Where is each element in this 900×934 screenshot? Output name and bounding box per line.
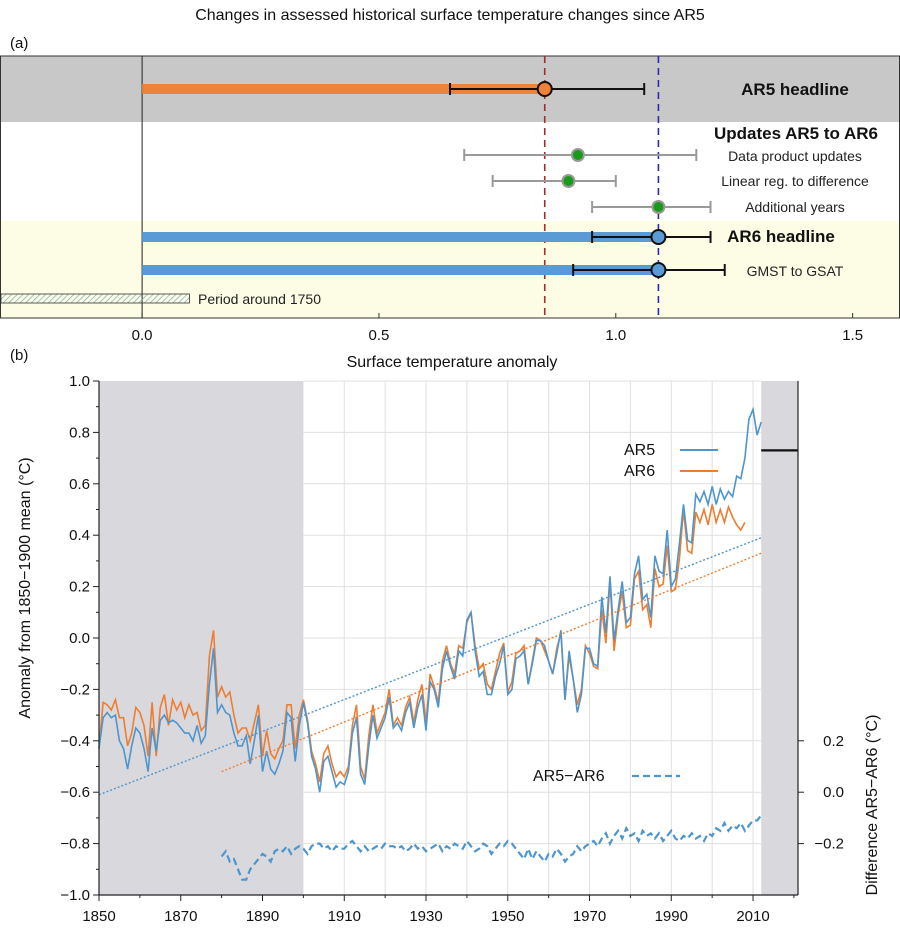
y2-axis-label: Difference AR5−AR6 (°C) — [864, 715, 881, 896]
panel-b-chart: 1.0 0.8 0.6 0.4 0.2 0.0 −0.2 −0.4 −0.6 −0.8 −1.0 0.… — [17, 373, 881, 925]
series-line-ar5 — [98, 406, 762, 793]
ytick-label-6: −0.2 — [60, 681, 90, 698]
headline-bar-4 — [142, 232, 659, 242]
xtick-label-6: 1970 — [573, 908, 606, 925]
ytick-label-2: 0.6 — [69, 476, 90, 493]
panel-a-xtick-label-1: 0.5 — [369, 327, 390, 344]
legend-label-ar5: AR5 — [624, 442, 655, 459]
panel-a-xtick-label-0: 0.0 — [132, 327, 153, 344]
xtick-label-2: 1890 — [246, 908, 279, 925]
difference-label: AR5−AR6 — [533, 768, 605, 785]
y2tick-label-2: −0.2 — [814, 836, 844, 853]
panel-a-xtick-label-2: 1.0 — [605, 327, 626, 344]
y2tick-label-0: 0.2 — [823, 733, 844, 750]
ytick-label-7: −0.4 — [60, 733, 90, 750]
panel-a-chart: Period around 1750 AR5 headline Updates AR… — [0, 55, 900, 371]
update-label-linear-reg: Linear reg. to difference — [721, 173, 869, 189]
ytick-label-5: 0.0 — [69, 630, 90, 647]
update-point-3 — [651, 200, 666, 214]
panel-a-label: (a) — [10, 35, 28, 52]
xtick-label-7: 1990 — [655, 908, 688, 925]
figure-title: Changes in assessed historical surface t… — [195, 7, 705, 24]
series-line-ar6 — [98, 504, 746, 783]
ar6-headline-label: AR6 headline — [727, 227, 835, 246]
update-point-2 — [561, 174, 576, 188]
headline-point-5 — [650, 262, 667, 278]
headline-bar-5 — [142, 265, 659, 275]
update-label-additional-years: Additional years — [745, 199, 845, 215]
update-point-1 — [570, 148, 585, 162]
panel-a-xtick-label-3: 1.5 — [842, 327, 863, 344]
headline-point-4 — [650, 229, 667, 245]
gmst-to-gsat-label: GMST to GSAT — [747, 263, 844, 279]
headline-bar-0 — [142, 84, 545, 94]
update-label-data-product: Data product updates — [728, 148, 862, 164]
xtick-label-4: 1930 — [409, 908, 442, 925]
y-axis-label: Anomaly from 1850−1900 mean (°C) — [17, 457, 34, 718]
ytick-label-10: −1.0 — [60, 887, 90, 904]
ytick-label-8: −0.6 — [60, 784, 90, 801]
ar5-headline-label: AR5 headline — [741, 80, 849, 99]
ytick-label-4: 0.2 — [69, 579, 90, 596]
xtick-label-8: 2010 — [736, 908, 769, 925]
shaded-period-0 — [99, 381, 304, 895]
ytick-label-3: 0.4 — [69, 527, 90, 544]
y2tick-label-1: 0.0 — [823, 784, 844, 801]
panel-a-xlabel: Surface temperature anomaly — [347, 354, 558, 371]
xtick-label-0: 1850 — [82, 908, 115, 925]
legend-label-ar6: AR6 — [624, 463, 655, 480]
ytick-label-1: 0.8 — [69, 424, 90, 441]
series-line-difference — [220, 814, 763, 881]
xtick-label-5: 1950 — [491, 908, 524, 925]
xtick-label-1: 1870 — [164, 908, 197, 925]
ytick-label-0: 1.0 — [69, 373, 90, 390]
headline-point-0 — [536, 81, 553, 97]
panel-b-label: (b) — [10, 347, 28, 364]
period-around-1750-label: Period around 1750 — [198, 291, 321, 307]
period-around-1750-bar — [0, 293, 190, 304]
ytick-label-9: −0.8 — [60, 836, 90, 853]
xtick-label-3: 1910 — [328, 908, 361, 925]
updates-heading: Updates AR5 to AR6 — [714, 124, 878, 143]
shaded-period-1 — [761, 381, 798, 895]
trend-line-ar6 — [221, 552, 762, 773]
